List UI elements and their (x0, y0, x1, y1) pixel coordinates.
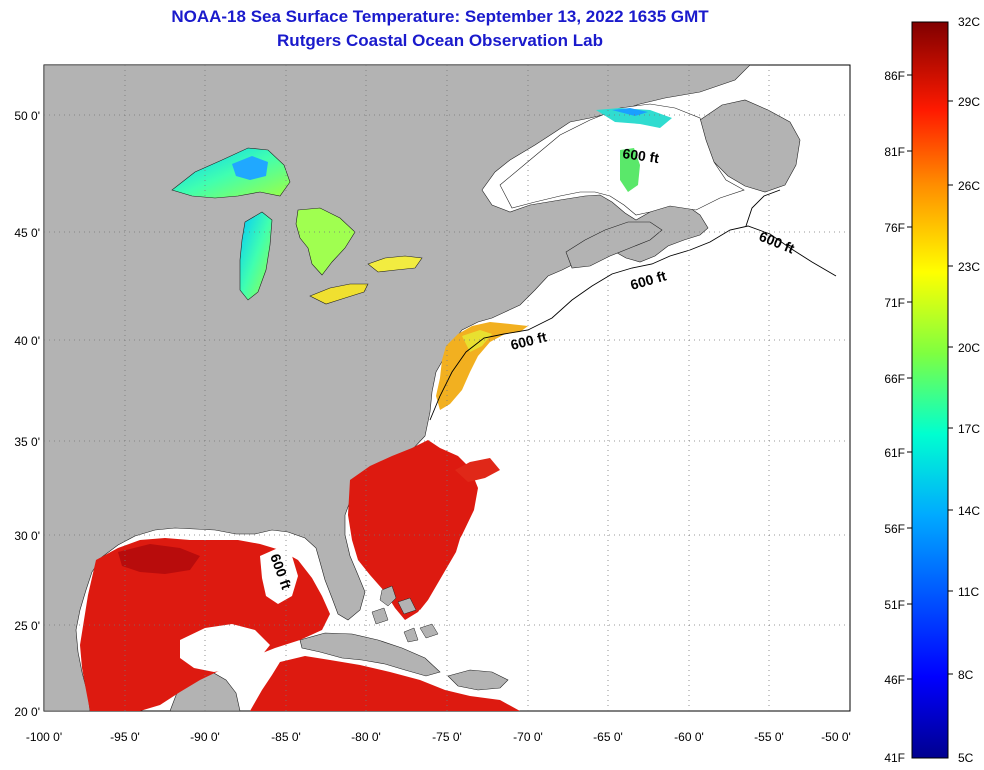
atlantic-warm-streak (416, 532, 462, 610)
colorbar-fahrenheit-46: 46F (884, 673, 905, 687)
lat-label-20: 20 0' (14, 705, 40, 719)
gulf-cooler-patch (180, 624, 270, 672)
lat-label-30: 30 0' (14, 529, 40, 543)
colorbar-celsius-8: 8C (958, 668, 974, 682)
lon-label-80: -80 0' (351, 730, 381, 744)
mid-atlantic-warm-band (436, 322, 528, 410)
gulf-stream-speckle (455, 458, 500, 482)
colorbar-celsius-23: 23C (958, 260, 980, 274)
colorbar-fahrenheit-61: 61F (884, 446, 905, 460)
lat-label-50: 50 0' (14, 109, 40, 123)
colorbar-celsius-11: 11C (958, 585, 979, 599)
st-lawrence-blue-patch (612, 108, 648, 116)
lon-label-70: -70 0' (513, 730, 543, 744)
colorbar-fahrenheit-66: 66F (884, 372, 905, 386)
colorbar-celsius-32: 32C (958, 15, 980, 29)
caribbean-warm-water (250, 656, 520, 711)
bahamas-islands (371, 585, 439, 643)
lon-label-50: -50 0' (821, 730, 851, 744)
st-lawrence-green-patch (620, 148, 640, 192)
isobath-600ft-line (429, 225, 837, 421)
map-title: NOAA-18 Sea Surface Temperature: Septemb… (171, 7, 709, 26)
lake-erie (309, 283, 369, 305)
lon-label-60: -60 0' (674, 730, 704, 744)
colorbar-celsius-17: 17C (958, 422, 980, 436)
north-america-landmass (44, 65, 751, 711)
contour-label-gulf-st-lawrence: 600 ft (622, 145, 661, 166)
lat-label-25: 25 0' (14, 619, 40, 633)
lat-label-45: 45 0' (14, 226, 40, 240)
colorbar-ticks (907, 74, 953, 680)
lon-label-65: -65 0' (593, 730, 623, 744)
cuba-island (299, 632, 441, 677)
nova-scotia-peninsula (565, 221, 663, 269)
gulf-loop-white (260, 548, 298, 604)
lat-label-40: 40 0' (14, 334, 40, 348)
colorbar-celsius-20: 20C (958, 341, 980, 355)
colorbar-celsius-29: 29C (958, 95, 980, 109)
lon-label-85: -85 0' (271, 730, 301, 744)
st-lawrence-cyan-patch (596, 108, 672, 128)
colorbar-celsius-5: 5C (958, 751, 974, 765)
lon-label-100: -100 0' (26, 730, 62, 744)
lake-superior-cold-core (232, 156, 268, 180)
colorbar-fahrenheit-51: 51F (884, 598, 905, 612)
southeast-us-warm-water (348, 440, 478, 620)
lon-label-55: -55 0' (754, 730, 784, 744)
mid-atlantic-yellow-patch (462, 330, 492, 352)
temperature-colorbar (911, 21, 949, 759)
colorbar-fahrenheit-41: 41F (884, 751, 905, 765)
isobath-600ft-line-labrador (745, 189, 781, 227)
lat-label-35: 35 0' (14, 435, 40, 449)
colorbar-fahrenheit-71: 71F (884, 296, 905, 310)
lake-ontario (367, 255, 423, 273)
colorbar-fahrenheit-81: 81F (884, 145, 905, 159)
lake-michigan (239, 211, 273, 301)
colorbar-celsius-14: 14C (958, 504, 980, 518)
lon-label-75: -75 0' (432, 730, 462, 744)
colorbar-fahrenheit-86: 86F (884, 69, 905, 83)
colorbar-fahrenheit-56: 56F (884, 522, 905, 536)
hispaniola-island (447, 669, 509, 691)
colorbar-fahrenheit-76: 76F (884, 221, 905, 235)
lon-label-90: -90 0' (190, 730, 220, 744)
map-subtitle: Rutgers Coastal Ocean Observation Lab (277, 31, 603, 50)
lake-huron (295, 207, 356, 276)
gulf-dark-red-core (118, 544, 200, 574)
lon-label-95: -95 0' (110, 730, 140, 744)
colorbar-celsius-26: 26C (958, 179, 980, 193)
